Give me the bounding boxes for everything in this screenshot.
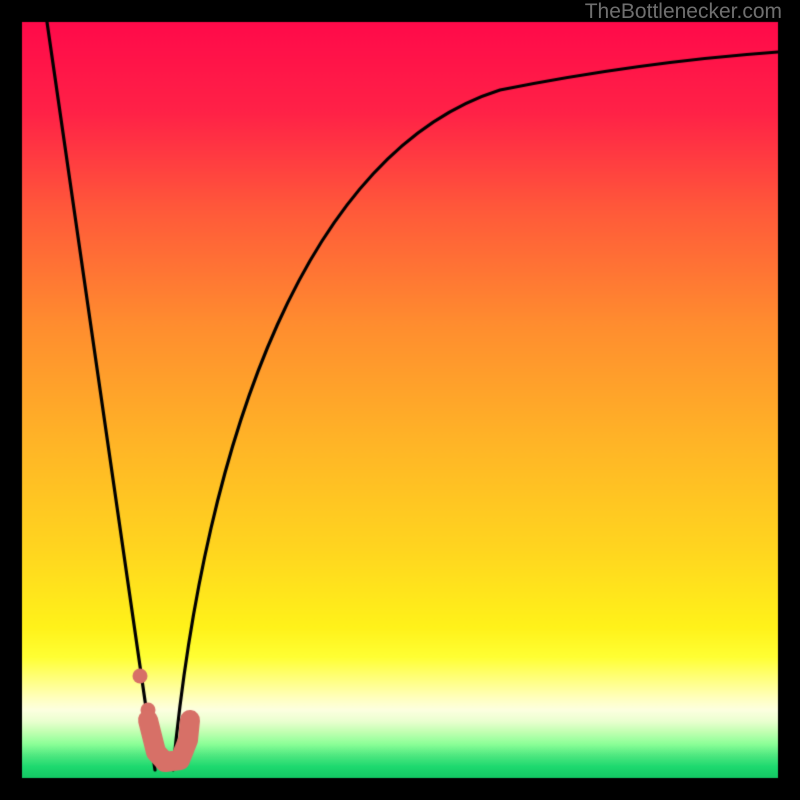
bottleneck-curve-chart: [0, 0, 800, 800]
watermark-text: TheBottlenecker.com: [585, 0, 782, 24]
chart-stage: TheBottlenecker.com: [0, 0, 800, 800]
